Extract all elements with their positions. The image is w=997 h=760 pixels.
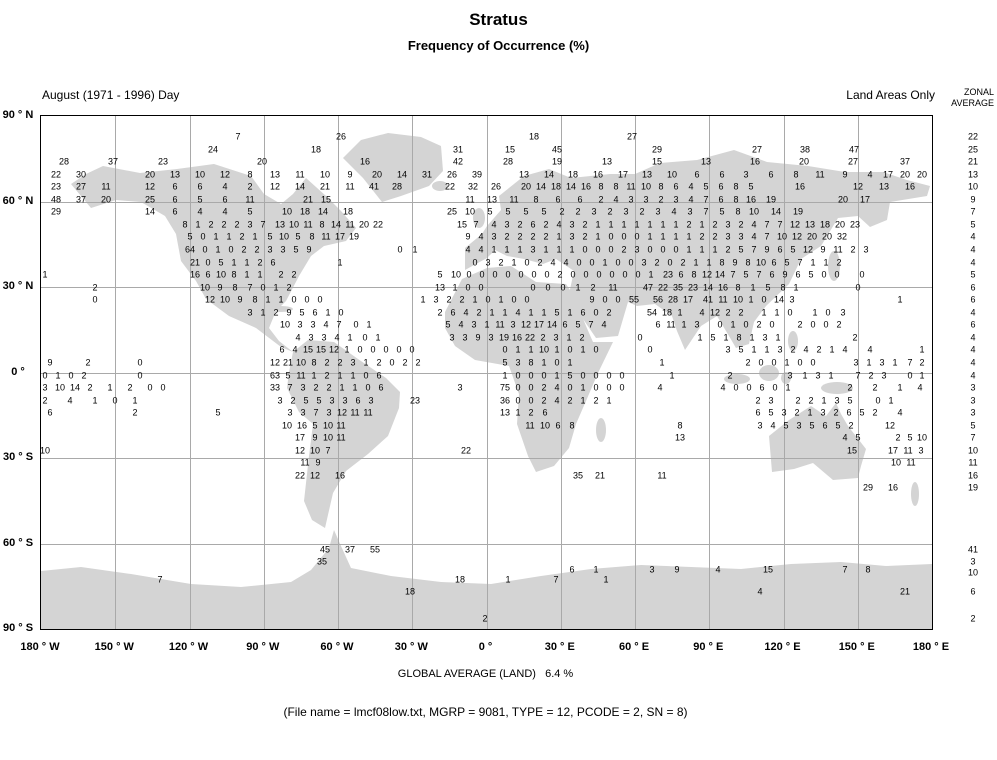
zonal-average-value: 16 <box>967 470 979 481</box>
lat-tick-label: 30 ° N <box>2 280 34 292</box>
eurasia-landmass <box>465 150 930 350</box>
zonal-average-value: 9 <box>970 194 976 205</box>
zonal-average-value: 41 <box>967 544 979 555</box>
world-map-land-silhouette <box>41 133 932 629</box>
zonal-average-value: 4 <box>970 370 976 381</box>
zonal-average-value: 3 <box>970 395 976 406</box>
zonal-header-line1: ZONAL <box>963 87 994 97</box>
zonal-average-value: 13 <box>967 169 979 180</box>
zonal-average-value: 21 <box>967 156 979 167</box>
iceland-island <box>432 181 448 191</box>
zonal-average-value: 4 <box>970 307 976 318</box>
sumatra-island <box>724 374 750 384</box>
latitude-gridline <box>41 201 932 203</box>
zonal-average-value: 4 <box>970 332 976 343</box>
zonal-average-value: 6 <box>970 282 976 293</box>
lon-tick-label: 60 ° E <box>618 641 650 653</box>
lon-tick-label: 150 ° W <box>94 641 134 653</box>
greenland-landmass <box>343 133 443 202</box>
global-average-text: GLOBAL AVERAGE (LAND) 6.4 % <box>397 668 574 680</box>
zonal-average-value: 5 <box>970 219 976 230</box>
lat-tick-label: 60 ° N <box>2 194 34 207</box>
antarctica-landmass <box>41 530 932 629</box>
zonal-average-value: 25 <box>967 144 979 155</box>
world-map-plot <box>40 115 933 630</box>
lon-tick-label: 120 ° W <box>168 641 209 653</box>
philippines-islands <box>788 331 798 351</box>
lon-tick-label: 30 ° E <box>544 641 575 653</box>
zonal-average-value: 10 <box>967 445 979 456</box>
zonal-average-value: 5 <box>970 420 976 431</box>
zonal-average-value: 6 <box>970 586 976 597</box>
zonal-average-value: 7 <box>970 432 976 443</box>
page-subtitle: Frequency of Occurrence (%) <box>407 38 590 53</box>
zonal-average-header: ZONAL AVERAGE <box>951 87 994 109</box>
zonal-average-value: 4 <box>970 244 976 255</box>
lon-tick-label: 180 ° E <box>912 641 950 653</box>
sulawesi-island <box>781 372 791 384</box>
lon-tick-label: 150 ° E <box>838 641 875 653</box>
zonal-average-value: 6 <box>970 294 976 305</box>
zonal-average-value: 7 <box>970 206 976 217</box>
madagascar-island <box>596 418 606 442</box>
zonal-average-value: 6 <box>970 319 976 330</box>
zonal-average-value: 19 <box>967 482 979 493</box>
zonal-average-value: 10 <box>967 181 979 192</box>
zonal-average-value: 4 <box>970 231 976 242</box>
file-info-text: (File name = lmcf08low.txt, MGRP = 9081,… <box>283 705 688 719</box>
lat-tick-label: 30 ° S <box>2 451 34 463</box>
south-america-landmass <box>287 340 400 528</box>
zonal-average-value: 2 <box>970 613 976 624</box>
lat-tick-label: 90 ° N <box>2 109 34 121</box>
lat-tick-label: 90 ° S <box>2 622 34 634</box>
north-america-landmass <box>71 164 356 352</box>
zonal-average-value: 11 <box>968 457 978 468</box>
zonal-average-value: 3 <box>970 556 976 567</box>
lat-tick-label: 60 ° S <box>2 536 34 549</box>
lon-tick-label: 0 ° <box>478 641 493 653</box>
japan-islands <box>828 251 840 281</box>
zonal-average-value: 3 <box>970 407 976 418</box>
lon-tick-label: 180 ° W <box>20 641 60 653</box>
period-label: August (1971 - 1996) Day <box>42 88 180 102</box>
cuba-island <box>269 306 293 312</box>
zonal-average-value: 4 <box>970 357 976 368</box>
lon-tick-label: 60 ° W <box>320 641 354 653</box>
zonal-average-value: 5 <box>970 269 976 280</box>
australia-landmass <box>769 403 866 480</box>
uk-island <box>473 208 485 228</box>
zonal-header-line2: AVERAGE <box>951 98 994 108</box>
page-title: Stratus <box>469 10 528 29</box>
lon-tick-label: 90 ° W <box>246 641 280 653</box>
zonal-average-value: 4 <box>970 257 976 268</box>
lat-tick-label: 0 ° <box>11 365 25 378</box>
latitude-gridline <box>41 543 932 545</box>
lon-tick-label: 90 ° E <box>693 641 724 653</box>
new-zealand-islands <box>911 482 919 506</box>
zonal-average-value: 3 <box>970 382 976 393</box>
latitude-gridline <box>41 372 932 374</box>
area-label: Land Areas Only <box>846 88 935 102</box>
lon-tick-label: 120 ° E <box>764 641 801 653</box>
zonal-average-value: 4 <box>970 344 976 355</box>
latitude-gridline <box>41 287 932 288</box>
lon-tick-label: 30 ° W <box>394 641 428 653</box>
new-guinea-island <box>821 382 853 394</box>
zonal-average-value: 10 <box>967 567 979 578</box>
latitude-gridline <box>41 458 932 459</box>
zonal-average-value: 22 <box>967 131 979 142</box>
